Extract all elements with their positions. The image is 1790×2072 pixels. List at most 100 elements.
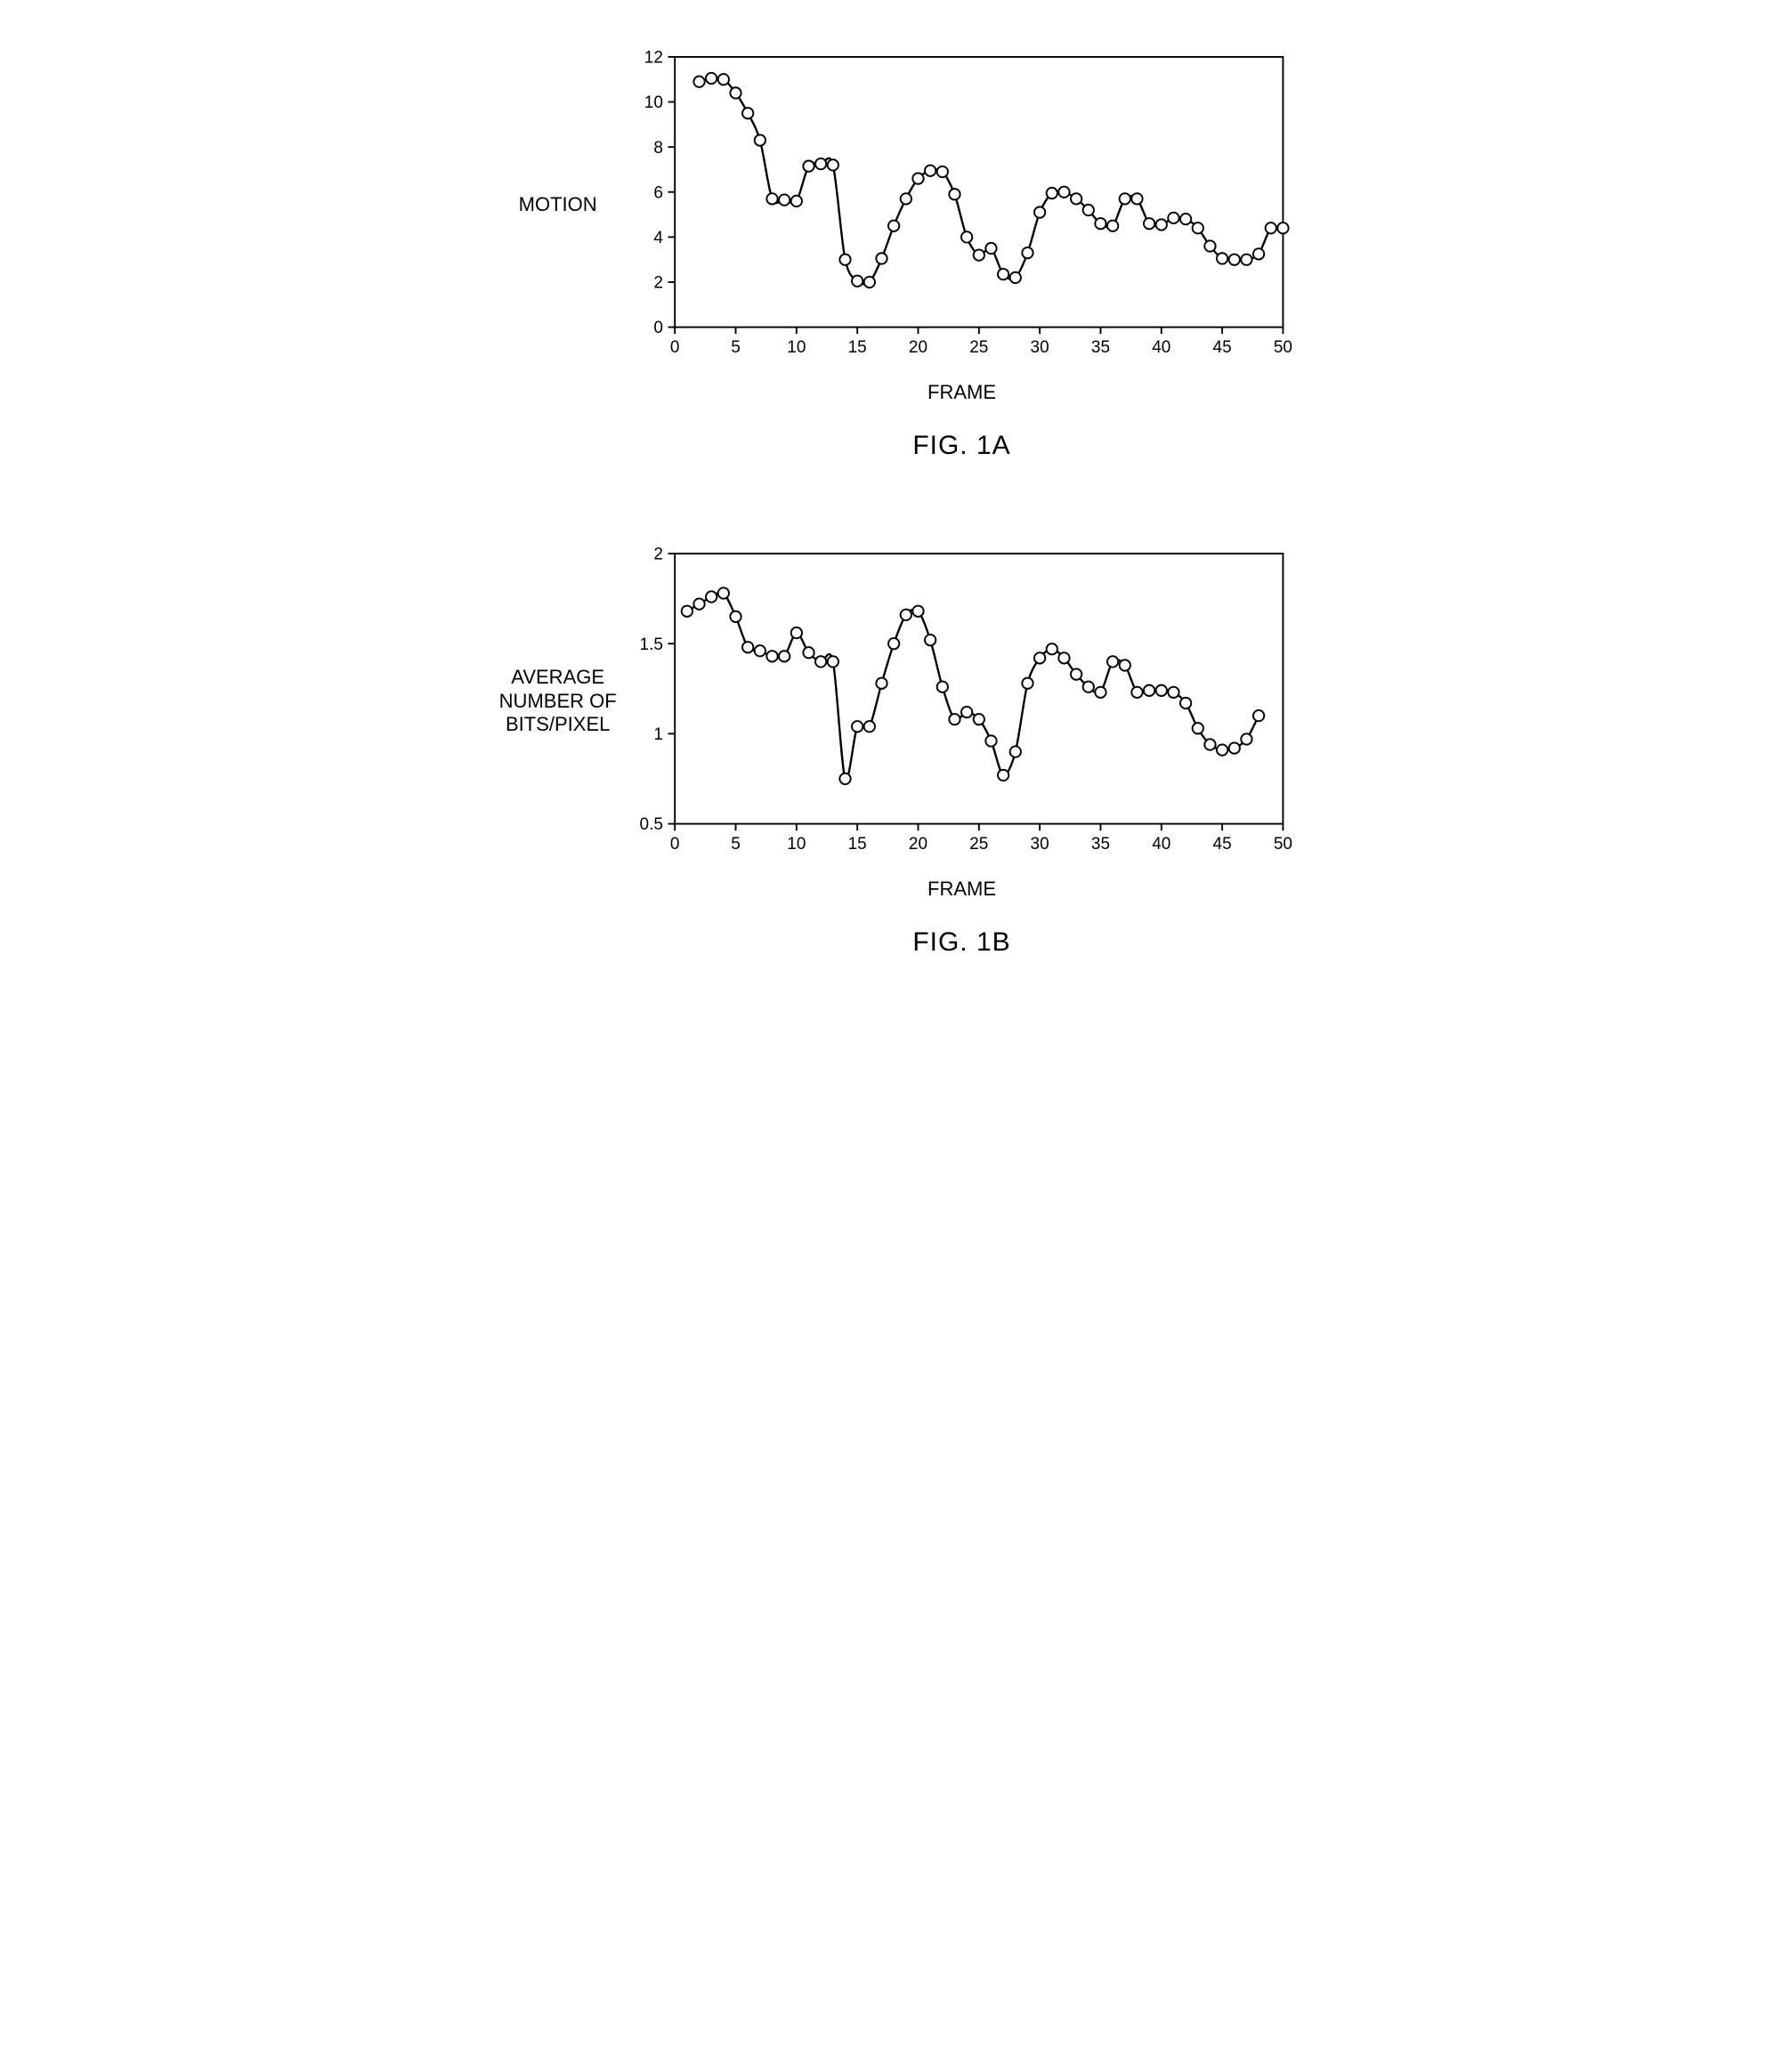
data-marker (1009, 746, 1020, 757)
data-marker (730, 87, 741, 98)
ytick-label: 10 (644, 93, 663, 112)
xtick-label: 15 (847, 835, 866, 854)
ylabel-line: NUMBER OF (495, 690, 621, 713)
data-marker (791, 627, 802, 638)
ytick-label: 4 (653, 229, 663, 247)
chart-wrap-1b: AVERAGENUMBER OFBITS/PIXEL 0510152025303… (495, 532, 1296, 870)
xtick-label: 40 (1152, 338, 1170, 357)
data-marker (791, 196, 802, 206)
xtick-label: 20 (909, 835, 927, 854)
chart-svg-1b: 051015202530354045500.511.52 (628, 532, 1296, 870)
data-marker (1131, 687, 1142, 698)
data-marker (815, 158, 826, 169)
data-marker (949, 189, 960, 199)
data-marker (1144, 685, 1154, 696)
data-marker (803, 647, 814, 658)
xtick-label: 50 (1274, 835, 1292, 854)
data-marker (693, 77, 704, 87)
data-marker (766, 193, 777, 204)
data-marker (693, 598, 704, 609)
data-marker (1217, 253, 1227, 263)
data-marker (1034, 206, 1045, 217)
data-marker (766, 651, 777, 661)
xtick-label: 35 (1091, 835, 1110, 854)
ytick-label: 8 (653, 139, 663, 158)
data-marker (912, 173, 923, 183)
data-marker (718, 587, 729, 598)
data-marker (1265, 223, 1276, 233)
data-marker (925, 635, 935, 645)
data-marker (1034, 652, 1045, 663)
ytick-label: 2 (653, 274, 663, 293)
data-marker (1022, 678, 1033, 689)
data-marker (1155, 219, 1166, 230)
data-marker (1119, 660, 1130, 670)
ylabel-1a: MOTION (495, 193, 621, 216)
xtick-label: 5 (731, 835, 741, 854)
ytick-label: 1.5 (639, 635, 662, 654)
data-marker (888, 221, 899, 231)
xtick-label: 25 (969, 835, 988, 854)
data-marker (1071, 193, 1081, 204)
data-marker (1046, 188, 1057, 198)
data-marker (682, 606, 693, 617)
data-marker (864, 277, 875, 287)
data-marker (779, 651, 790, 661)
xtick-label: 30 (1030, 835, 1049, 854)
xtick-label: 25 (969, 338, 988, 357)
data-marker (973, 249, 984, 260)
data-marker (1009, 272, 1020, 283)
data-marker (1119, 193, 1130, 204)
ytick-label: 6 (653, 183, 663, 202)
xtick-label: 20 (909, 338, 927, 357)
data-marker (1071, 668, 1081, 679)
plot-border (675, 554, 1283, 824)
data-marker (900, 610, 911, 620)
data-marker (936, 682, 947, 692)
data-marker (1217, 744, 1227, 755)
data-marker (1180, 214, 1191, 224)
data-marker (742, 642, 753, 652)
data-marker (815, 656, 826, 667)
xtick-label: 30 (1030, 338, 1049, 357)
xtick-label: 50 (1274, 338, 1292, 357)
xtick-label: 0 (670, 338, 680, 357)
xtick-label: 35 (1091, 338, 1110, 357)
chart-wrap-1a: MOTION 05101520253035404550024681012 (495, 36, 1296, 374)
data-marker (973, 714, 984, 724)
data-marker (1022, 247, 1033, 258)
data-marker (839, 255, 850, 265)
data-marker (828, 656, 838, 667)
data-marker (888, 638, 899, 649)
data-marker (706, 73, 717, 84)
chart-svg-1a: 05101520253035404550024681012 (628, 36, 1296, 374)
ytick-label: 0 (653, 319, 663, 337)
xtick-label: 15 (847, 338, 866, 357)
data-marker (998, 269, 1008, 279)
data-marker (1155, 685, 1166, 696)
data-marker (1144, 218, 1154, 229)
data-marker (1095, 687, 1106, 698)
ylabel-1b: AVERAGENUMBER OFBITS/PIXEL (495, 666, 621, 736)
caption-1b: FIG. 1B (628, 927, 1296, 958)
ytick-label: 1 (653, 725, 663, 744)
ytick-label: 12 (644, 49, 663, 68)
data-marker (998, 770, 1008, 781)
figure-1a: MOTION 05101520253035404550024681012 FRA… (495, 36, 1296, 461)
data-marker (1168, 213, 1178, 223)
data-marker (1228, 255, 1239, 265)
data-marker (1277, 223, 1288, 233)
xtick-label: 45 (1212, 338, 1231, 357)
data-marker (1192, 723, 1203, 733)
data-marker (925, 166, 935, 176)
data-marker (1168, 687, 1178, 698)
data-marker (900, 193, 911, 204)
data-marker (961, 707, 972, 717)
ylabel-line: BITS/PIXEL (495, 713, 621, 736)
data-marker (1180, 698, 1191, 708)
data-marker (1204, 240, 1215, 251)
xtick-label: 45 (1212, 835, 1231, 854)
data-marker (779, 194, 790, 205)
data-marker (1241, 733, 1251, 744)
data-marker (864, 721, 875, 732)
